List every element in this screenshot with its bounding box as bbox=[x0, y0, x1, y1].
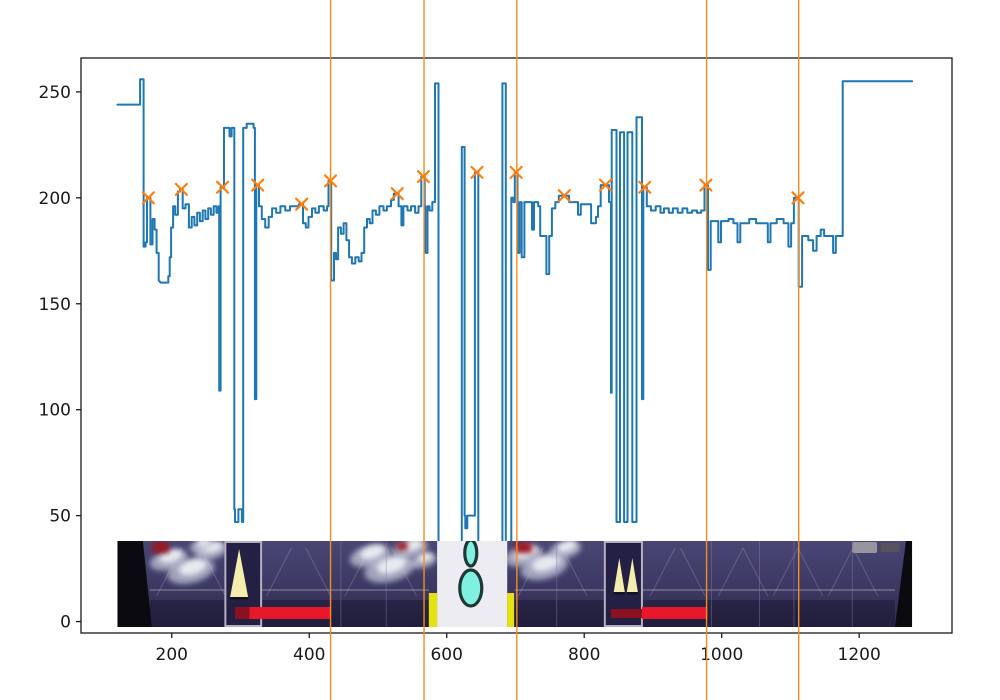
y-tick-label: 250 bbox=[39, 83, 71, 103]
peak-marker bbox=[470, 165, 484, 180]
peak-marker bbox=[509, 165, 523, 180]
yellow-marker bbox=[428, 593, 438, 627]
peak-marker bbox=[174, 182, 188, 196]
x-tick-label: 800 bbox=[568, 645, 600, 665]
red-spot bbox=[515, 542, 533, 553]
gray-plate bbox=[880, 543, 900, 552]
red-bar bbox=[611, 609, 642, 618]
signal-line bbox=[116, 78, 914, 591]
strip-black-tail bbox=[894, 541, 913, 627]
yellow-triangle bbox=[230, 549, 249, 597]
red-spot bbox=[397, 542, 408, 550]
peak-marker bbox=[598, 178, 613, 192]
cyan-capsule bbox=[463, 541, 479, 568]
red-bar bbox=[641, 607, 708, 619]
peak-marker bbox=[699, 178, 713, 192]
peak-marker bbox=[557, 189, 571, 203]
red-bar bbox=[234, 607, 250, 619]
peak-marker bbox=[251, 178, 265, 192]
y-tick-label: 50 bbox=[49, 507, 71, 527]
y-tick-label: 100 bbox=[39, 401, 71, 421]
peak-marker bbox=[323, 174, 338, 188]
filmstrip-image bbox=[117, 541, 913, 627]
x-tick-label: 200 bbox=[156, 645, 188, 665]
x-tick-label: 1200 bbox=[838, 645, 881, 665]
peak-marker bbox=[638, 180, 652, 194]
y-tick-label: 150 bbox=[39, 295, 71, 315]
x-tick-label: 400 bbox=[293, 645, 325, 665]
y-tick-label: 200 bbox=[39, 189, 71, 209]
x-tick-label: 600 bbox=[430, 645, 462, 665]
peak-marker bbox=[295, 197, 309, 211]
peak-marker bbox=[416, 170, 430, 184]
x-tick-label: 1000 bbox=[700, 645, 743, 665]
red-spot bbox=[152, 542, 170, 553]
yellow-triangle bbox=[626, 558, 638, 592]
peak-marker bbox=[141, 191, 155, 205]
strip-black-lead bbox=[117, 541, 152, 627]
yellow-triangle bbox=[613, 558, 625, 592]
peak-marker bbox=[791, 191, 805, 205]
y-tick-label: 0 bbox=[60, 613, 71, 633]
red-bar bbox=[249, 607, 331, 619]
peak-marker bbox=[216, 180, 230, 194]
peak-marker bbox=[390, 186, 404, 201]
cyan-capsule bbox=[458, 568, 484, 608]
gray-plate bbox=[852, 542, 878, 553]
yellow-marker bbox=[507, 593, 515, 627]
